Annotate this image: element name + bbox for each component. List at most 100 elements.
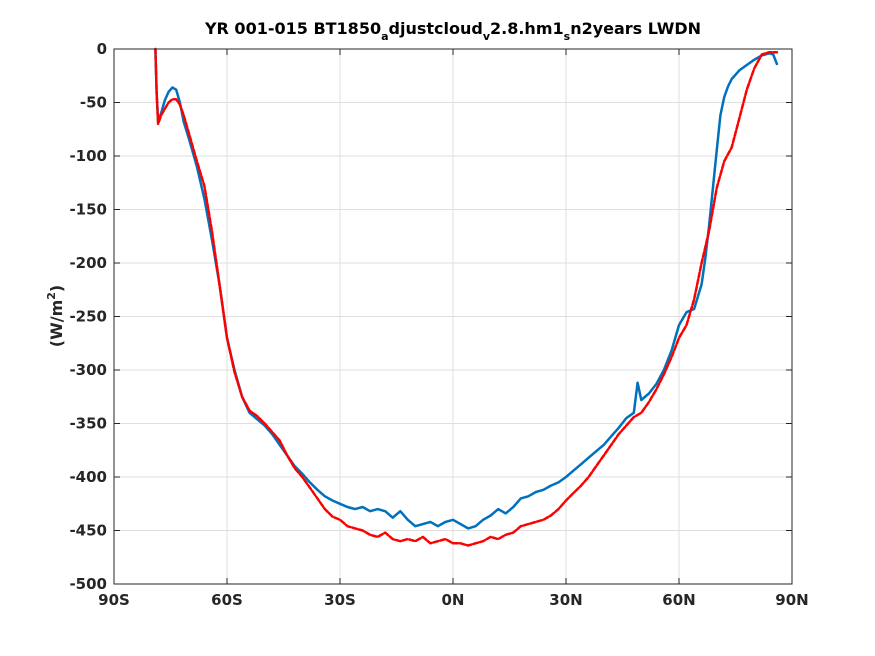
series-2-point: [414, 540, 416, 542]
series-2-point: [618, 433, 620, 435]
series-1-point: [175, 89, 177, 91]
series-1-point: [550, 485, 552, 487]
series-2-point: [527, 523, 529, 525]
series-2-point: [520, 525, 522, 527]
series-2-point: [776, 51, 778, 53]
series-2-point: [444, 538, 447, 540]
series-2-point: [437, 540, 439, 542]
x-tick-label: 0N: [442, 591, 465, 609]
series-2-point: [723, 160, 725, 162]
y-tick-label: 0: [97, 40, 107, 58]
tick-marks: [113, 48, 793, 585]
series-2-point: [233, 371, 236, 373]
series-1-point: [467, 527, 469, 530]
series-2-point: [738, 117, 740, 120]
series-1-point: [392, 517, 394, 519]
series-1-point: [429, 521, 431, 523]
series-2-point: [693, 298, 695, 300]
series-1-point: [685, 311, 688, 313]
series-1-point: [316, 489, 318, 491]
series-2-point: [354, 527, 356, 530]
series-1-point: [719, 114, 722, 116]
series-2-point: [550, 514, 552, 517]
series-1-point: [377, 508, 379, 510]
series-2-point: [625, 425, 627, 427]
series-2-point: [399, 540, 401, 542]
series-1-point: [520, 497, 522, 499]
series-1-point: [738, 69, 740, 71]
series-2-point: [588, 476, 590, 478]
series-1-point: [588, 457, 590, 459]
y-tick-label: -350: [69, 415, 107, 433]
series-2-point: [271, 431, 273, 433]
series-1-point: [331, 499, 334, 502]
series-2-point: [497, 538, 499, 540]
series-2-point: [772, 51, 774, 53]
series-2-point: [377, 536, 379, 538]
series-1-point: [482, 519, 484, 521]
series-1-point: [618, 427, 620, 429]
series-2-point: [226, 337, 228, 339]
series-2-point: [701, 262, 703, 264]
series-1-point: [648, 392, 650, 395]
series-2-point: [264, 422, 266, 425]
series-1-point: [452, 519, 454, 521]
series-2-point: [505, 534, 507, 536]
series-2-point: [512, 532, 514, 534]
series-2-point: [203, 185, 205, 187]
series-1-point: [256, 418, 258, 420]
series-1-point: [324, 495, 326, 497]
series-2-point: [160, 114, 162, 116]
y-tick-label: -100: [69, 147, 107, 165]
series-2-point: [535, 521, 537, 523]
series-2-point: [663, 373, 665, 375]
series-1-point: [168, 91, 170, 93]
series-2-point: [249, 410, 251, 412]
y-tick-label: -50: [80, 94, 107, 112]
series-1-point: [716, 150, 718, 152]
series-1-point: [171, 86, 173, 89]
series-1-point: [723, 96, 725, 98]
series-1-point: [637, 382, 639, 384]
series-2-point: [761, 53, 763, 56]
x-tick-label: 90N: [775, 591, 808, 609]
series-1-point: [437, 525, 439, 527]
series-2-point: [580, 485, 582, 487]
series-2-point: [565, 499, 567, 502]
series-2-line: [154, 47, 779, 547]
chart-title: YR 001-015 BT1850adjustcloudv2.8.hm1sn2y…: [204, 19, 701, 43]
series-2-point: [475, 542, 477, 544]
series-2-point: [603, 455, 605, 457]
series-2-point: [595, 465, 597, 467]
series-1-point: [444, 521, 447, 523]
series-2-point: [309, 487, 311, 489]
series-2-point: [346, 525, 349, 527]
series-2-point: [179, 104, 181, 106]
series-1-point: [663, 369, 665, 371]
series-2-point: [392, 538, 394, 540]
y-tick-label: -500: [69, 575, 107, 593]
series-1-point: [580, 463, 582, 465]
series-1-point: [640, 399, 642, 401]
series-2-point: [633, 416, 635, 418]
series-1-point: [362, 506, 364, 508]
series-1-point: [610, 435, 612, 437]
y-tick-label: -250: [69, 308, 107, 326]
y-axis: 0 -50 -100 -150 -200 -250 -300 -350 -400 -450 -500: [69, 40, 107, 593]
series-1-point: [422, 523, 424, 525]
series-1-point: [595, 450, 597, 452]
series-2-point: [183, 114, 185, 116]
y-tick-label: -400: [69, 468, 107, 486]
series-2-point: [294, 467, 296, 469]
series-2-point: [279, 440, 281, 442]
series-2-point: [164, 108, 166, 110]
series-2-point: [610, 444, 612, 446]
series-2-point: [157, 123, 159, 125]
series-1-point: [535, 491, 537, 493]
series-2-point: [572, 492, 575, 494]
series-layer: [154, 47, 779, 547]
series-1-point: [572, 470, 575, 472]
series-1-point: [776, 63, 778, 65]
series-2-point: [542, 519, 545, 521]
series-2-point: [407, 538, 409, 540]
